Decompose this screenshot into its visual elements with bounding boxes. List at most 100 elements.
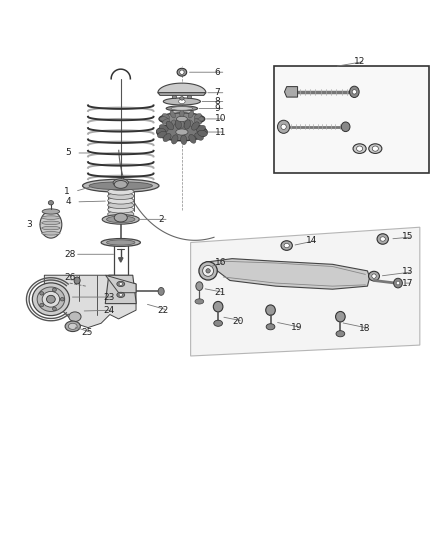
Ellipse shape — [42, 292, 60, 307]
Ellipse shape — [48, 200, 53, 205]
Ellipse shape — [352, 90, 357, 94]
Ellipse shape — [198, 129, 208, 135]
Polygon shape — [158, 83, 206, 93]
Ellipse shape — [108, 197, 134, 204]
Ellipse shape — [368, 271, 379, 281]
Ellipse shape — [37, 287, 65, 311]
Ellipse shape — [194, 119, 201, 124]
Ellipse shape — [114, 181, 127, 188]
Ellipse shape — [106, 240, 135, 245]
Ellipse shape — [380, 237, 385, 241]
Ellipse shape — [179, 99, 185, 103]
Ellipse shape — [188, 120, 194, 127]
Text: 21: 21 — [215, 288, 226, 297]
Ellipse shape — [108, 188, 134, 195]
Ellipse shape — [172, 95, 177, 99]
Ellipse shape — [357, 146, 363, 151]
Text: 11: 11 — [215, 127, 226, 136]
Polygon shape — [158, 93, 206, 95]
Ellipse shape — [213, 302, 223, 312]
Ellipse shape — [336, 311, 345, 322]
Polygon shape — [44, 275, 136, 328]
Text: 2: 2 — [158, 215, 163, 224]
Ellipse shape — [175, 119, 181, 129]
Ellipse shape — [284, 244, 289, 248]
Ellipse shape — [42, 227, 60, 230]
Ellipse shape — [119, 294, 123, 296]
Text: 26: 26 — [64, 273, 75, 282]
Ellipse shape — [281, 241, 292, 251]
Ellipse shape — [42, 216, 60, 220]
Text: 18: 18 — [359, 324, 370, 333]
Text: 15: 15 — [403, 232, 414, 241]
Ellipse shape — [171, 107, 193, 110]
Ellipse shape — [162, 119, 170, 124]
Ellipse shape — [177, 68, 187, 76]
Ellipse shape — [195, 133, 203, 140]
Ellipse shape — [170, 120, 176, 127]
Ellipse shape — [180, 110, 184, 118]
Ellipse shape — [163, 134, 171, 142]
Ellipse shape — [177, 116, 187, 122]
Text: 5: 5 — [65, 149, 71, 157]
Text: 3: 3 — [26, 220, 32, 229]
Ellipse shape — [114, 213, 127, 222]
Ellipse shape — [108, 192, 134, 199]
Ellipse shape — [341, 122, 350, 132]
Text: 12: 12 — [354, 57, 366, 66]
Text: 9: 9 — [215, 104, 220, 113]
Ellipse shape — [159, 117, 167, 121]
Ellipse shape — [117, 281, 125, 287]
Text: 16: 16 — [215, 257, 226, 266]
Ellipse shape — [119, 282, 123, 285]
Ellipse shape — [196, 125, 205, 132]
Ellipse shape — [106, 216, 135, 223]
Text: 6: 6 — [215, 68, 220, 77]
Ellipse shape — [162, 114, 170, 119]
Ellipse shape — [203, 265, 214, 276]
Text: 10: 10 — [215, 115, 226, 124]
Ellipse shape — [159, 125, 168, 132]
Ellipse shape — [198, 130, 207, 136]
Ellipse shape — [166, 122, 173, 130]
Ellipse shape — [82, 179, 159, 192]
Ellipse shape — [176, 129, 188, 135]
Ellipse shape — [108, 206, 134, 213]
Text: 4: 4 — [65, 197, 71, 206]
Ellipse shape — [101, 239, 141, 246]
Ellipse shape — [163, 98, 201, 105]
Ellipse shape — [369, 144, 382, 154]
Ellipse shape — [206, 269, 210, 273]
Ellipse shape — [336, 330, 345, 337]
Text: 14: 14 — [306, 236, 318, 245]
Text: 23: 23 — [103, 293, 115, 302]
Text: 28: 28 — [64, 250, 75, 259]
Ellipse shape — [180, 96, 184, 100]
Text: 22: 22 — [157, 305, 168, 314]
Text: 8: 8 — [215, 97, 220, 106]
Text: 19: 19 — [291, 323, 303, 332]
Ellipse shape — [113, 179, 128, 187]
Ellipse shape — [60, 297, 64, 301]
Ellipse shape — [158, 287, 164, 295]
Ellipse shape — [377, 234, 389, 244]
Ellipse shape — [171, 135, 178, 144]
Ellipse shape — [89, 182, 152, 190]
Ellipse shape — [40, 303, 44, 307]
Ellipse shape — [170, 111, 176, 118]
Ellipse shape — [214, 320, 223, 326]
Ellipse shape — [187, 95, 191, 99]
Ellipse shape — [196, 117, 204, 121]
Ellipse shape — [40, 211, 62, 238]
Ellipse shape — [69, 312, 81, 321]
Ellipse shape — [74, 277, 80, 284]
Ellipse shape — [46, 295, 55, 303]
Ellipse shape — [372, 146, 378, 151]
Ellipse shape — [42, 231, 60, 235]
Ellipse shape — [108, 211, 134, 217]
Polygon shape — [206, 259, 370, 289]
Ellipse shape — [180, 70, 184, 75]
Ellipse shape — [159, 113, 205, 125]
Ellipse shape — [278, 120, 290, 133]
Ellipse shape — [266, 305, 276, 316]
